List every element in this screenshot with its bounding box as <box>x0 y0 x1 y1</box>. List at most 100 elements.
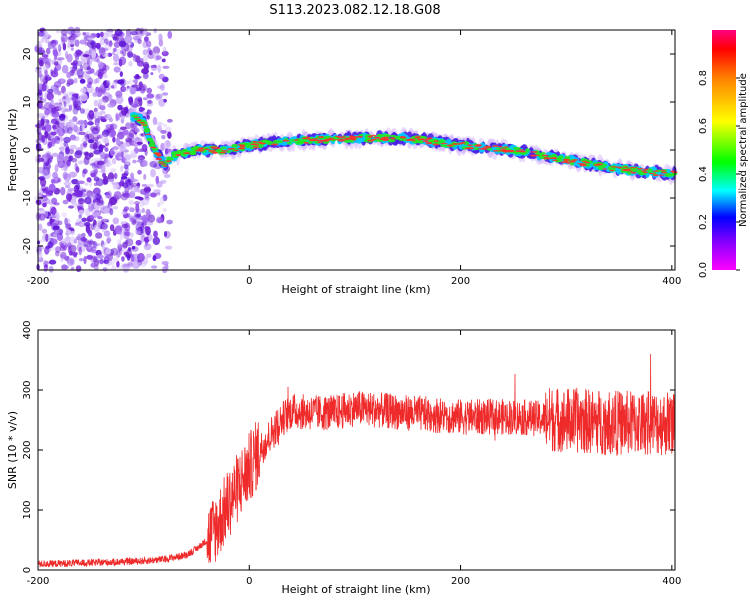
noise-speckle <box>69 36 77 46</box>
noise-speckle <box>54 212 60 221</box>
noise-speckle <box>72 97 78 105</box>
noise-speckle <box>97 61 104 70</box>
noise-speckle <box>130 253 135 263</box>
noise-speckle <box>143 97 148 101</box>
ridge-blob <box>328 138 336 141</box>
ridge-blob <box>502 146 509 148</box>
noise-speckle <box>53 66 57 75</box>
ridge-blob <box>367 135 373 138</box>
ridge-blob <box>579 164 587 167</box>
ridge-blob <box>555 156 561 160</box>
noise-speckle <box>160 179 167 184</box>
noise-speckle <box>112 217 120 225</box>
ridge-blob <box>599 165 606 169</box>
snr-panel: -200 0 200 400 400 300 200 100 0 Height of stra… <box>6 320 681 596</box>
ridge-blob <box>149 142 156 146</box>
noise-speckle <box>77 220 86 228</box>
noise-speckle <box>115 136 120 146</box>
ridge-blob <box>134 116 141 118</box>
noise-speckle <box>156 192 161 196</box>
noise-speckle <box>111 260 115 268</box>
noise-speckle <box>135 227 140 235</box>
noise-speckle <box>67 41 71 49</box>
noise-speckle <box>128 97 134 106</box>
noise-speckle <box>161 58 166 63</box>
noise-speckle <box>133 147 139 154</box>
noise-speckle <box>112 136 116 143</box>
noise-speckle <box>101 52 109 57</box>
noise-speckle <box>163 231 168 237</box>
ridge-blob <box>394 136 402 140</box>
noise-speckle <box>160 129 167 134</box>
spectrogram-x-ticks: -200 0 200 400 <box>27 30 681 287</box>
noise-speckle <box>55 30 61 34</box>
noise-speckle <box>128 79 133 85</box>
ridge-blob <box>367 139 374 142</box>
noise-speckle <box>55 121 60 125</box>
noise-speckle <box>130 175 135 181</box>
snr-y-tick-label: 400 <box>22 320 33 339</box>
noise-speckle <box>156 125 163 132</box>
noise-speckle <box>108 94 113 102</box>
noise-speckle <box>37 69 42 78</box>
noise-speckle <box>105 247 112 255</box>
noise-speckle <box>106 253 110 260</box>
noise-speckle <box>41 168 49 177</box>
noise-speckle <box>84 182 89 186</box>
noise-speckle <box>153 230 158 238</box>
noise-speckle <box>122 241 128 249</box>
noise-speckle <box>112 51 116 55</box>
ridge-blob <box>570 160 576 163</box>
noise-speckle <box>69 144 77 150</box>
ridge-blob <box>425 142 433 144</box>
noise-speckle <box>131 188 136 193</box>
noise-speckle <box>157 64 161 74</box>
noise-speckle <box>127 178 131 183</box>
noise-speckle <box>74 53 80 61</box>
noise-speckle <box>64 50 69 59</box>
noise-speckle <box>37 188 44 197</box>
ridge-blob <box>382 139 388 142</box>
spectrogram-y-label: Frequency (Hz) <box>6 109 19 192</box>
ridge-blob <box>637 167 644 170</box>
noise-speckle <box>147 99 152 105</box>
noise-speckle <box>84 152 88 156</box>
noise-speckle <box>99 116 106 121</box>
noise-speckle <box>123 206 129 211</box>
noise-speckle <box>166 118 173 123</box>
noise-speckle <box>123 164 129 170</box>
noise-speckle <box>75 222 79 226</box>
ridge-blob <box>316 139 322 142</box>
snr-y-tick-label: 100 <box>22 500 33 519</box>
noise-speckle <box>110 266 117 271</box>
figure-title: S113.2023.082.12.18.G08 <box>269 3 440 18</box>
noise-speckle <box>108 178 115 183</box>
ridge-blob <box>252 146 260 149</box>
noise-speckle <box>96 254 104 259</box>
noise-speckle <box>123 170 129 176</box>
ridge-blob <box>301 137 309 140</box>
ridge-blob <box>433 140 439 142</box>
noise-speckle <box>98 47 106 56</box>
noise-speckle <box>128 61 133 67</box>
noise-speckle <box>123 231 130 240</box>
ridge-blob <box>144 133 152 136</box>
ridge-blob <box>322 139 330 142</box>
noise-speckle <box>74 100 82 108</box>
noise-speckle <box>120 165 124 173</box>
noise-speckle <box>142 55 149 63</box>
noise-speckle <box>124 34 133 44</box>
ridge-blob <box>467 144 474 146</box>
noise-speckle <box>146 114 151 120</box>
noise-speckle <box>122 192 131 199</box>
noise-speckle <box>121 256 125 262</box>
noise-speckle <box>145 40 152 48</box>
noise-speckle <box>75 150 83 156</box>
noise-speckle <box>47 190 54 195</box>
ridge-blob <box>664 172 671 177</box>
noise-speckle <box>93 99 99 107</box>
noise-speckle <box>43 267 48 272</box>
noise-speckle <box>51 107 57 114</box>
noise-speckle <box>57 57 62 61</box>
noise-speckle <box>98 99 107 106</box>
